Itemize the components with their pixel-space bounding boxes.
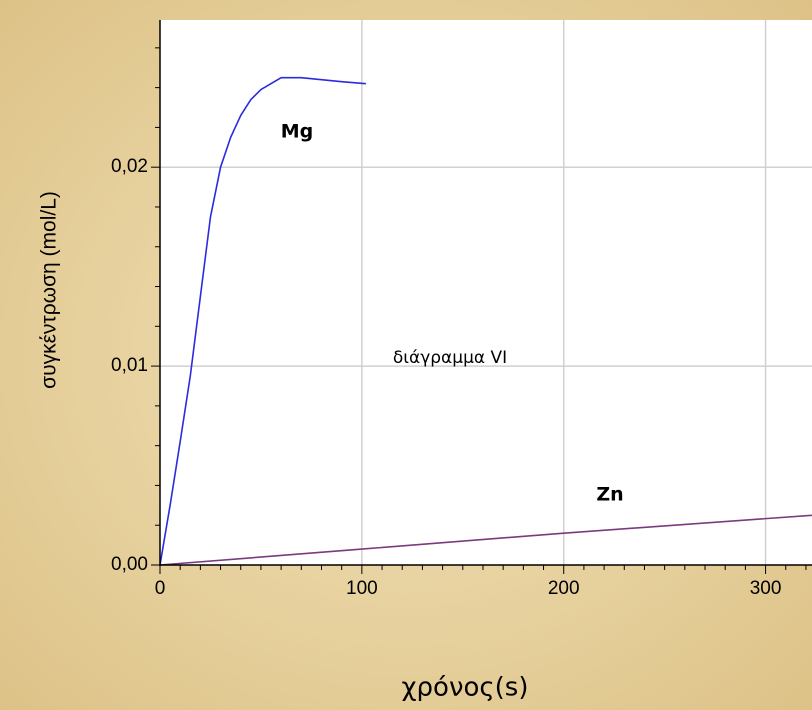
x-tick-label: 200: [548, 578, 580, 599]
y-axis-label: συγκέντρωση (mol/L): [38, 191, 61, 389]
annotation: Mg: [281, 121, 314, 143]
y-tick-label: 0,00: [111, 554, 148, 575]
y-tick-label: 0,02: [111, 156, 148, 177]
y-tick-label: 0,01: [111, 355, 148, 376]
x-tick-label: 100: [346, 578, 378, 599]
x-tick-label: 0: [155, 578, 166, 599]
plot-area: [160, 20, 812, 565]
x-tick-label: 300: [750, 578, 782, 599]
annotation: διάγραμμα VI: [393, 348, 507, 368]
x-axis-label: χρόνος(s): [402, 673, 529, 703]
line-series: [159, 514, 812, 566]
line-series: [159, 76, 366, 566]
annotation: Zn: [596, 484, 623, 506]
